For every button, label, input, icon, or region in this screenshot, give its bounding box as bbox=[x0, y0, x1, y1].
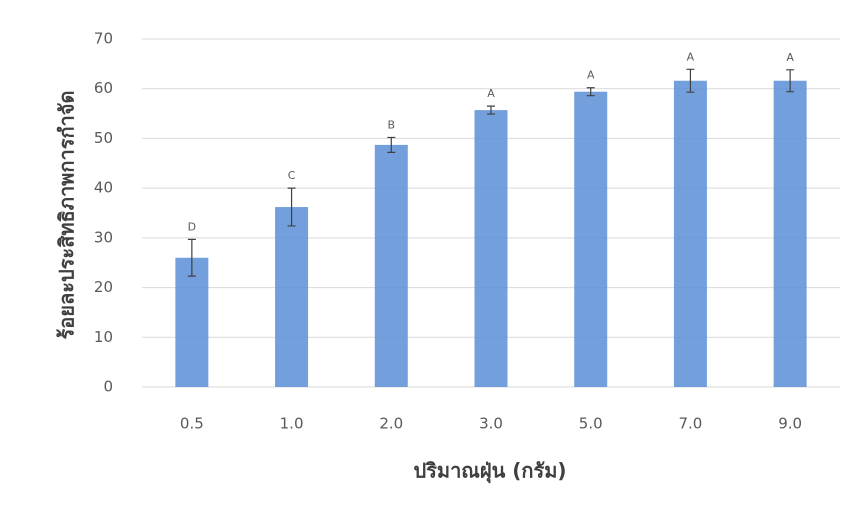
y-tick-label: 50 bbox=[94, 129, 113, 147]
error-bar bbox=[287, 187, 296, 227]
x-tick-label: 1.0 bbox=[280, 415, 304, 433]
error-bar bbox=[387, 136, 396, 153]
y-tick-label: 60 bbox=[94, 79, 113, 97]
bar bbox=[673, 80, 707, 387]
annotation: D bbox=[188, 220, 196, 233]
x-tick-label: 7.0 bbox=[678, 415, 702, 433]
bar bbox=[773, 80, 807, 387]
x-tick-label: 9.0 bbox=[778, 415, 802, 433]
bar bbox=[175, 257, 209, 387]
y-tick-label: 40 bbox=[94, 179, 113, 197]
error-bar bbox=[686, 68, 695, 93]
error-bar bbox=[487, 105, 495, 115]
error-bar bbox=[786, 69, 795, 93]
error-bar bbox=[586, 87, 595, 97]
annotation: C bbox=[288, 169, 296, 182]
y-axis-title: ร้อยละประสิทธิภาพการกำจัด bbox=[55, 91, 79, 340]
y-tick-label: 20 bbox=[94, 278, 113, 296]
y-tick-label: 10 bbox=[94, 328, 113, 346]
annotation: A bbox=[487, 87, 495, 100]
x-tick-label: 5.0 bbox=[579, 415, 603, 433]
y-tick-label: 0 bbox=[103, 378, 113, 396]
y-tick-label: 70 bbox=[94, 30, 113, 48]
bar bbox=[574, 91, 608, 387]
annotation: B bbox=[388, 118, 396, 131]
x-tick-label: 2.0 bbox=[379, 415, 403, 433]
x-axis-title: ปริมาณฝุ่น (กรัม) bbox=[413, 459, 566, 484]
y-tick-label: 30 bbox=[94, 228, 113, 246]
bar bbox=[275, 207, 309, 387]
annotation: A bbox=[587, 69, 595, 82]
annotation: A bbox=[687, 50, 695, 63]
annotation: A bbox=[786, 51, 794, 64]
bar bbox=[474, 110, 508, 387]
bar bbox=[374, 144, 408, 387]
error-bar bbox=[187, 238, 196, 277]
x-tick-label: 0.5 bbox=[180, 415, 204, 433]
x-tick-label: 3.0 bbox=[479, 415, 503, 433]
